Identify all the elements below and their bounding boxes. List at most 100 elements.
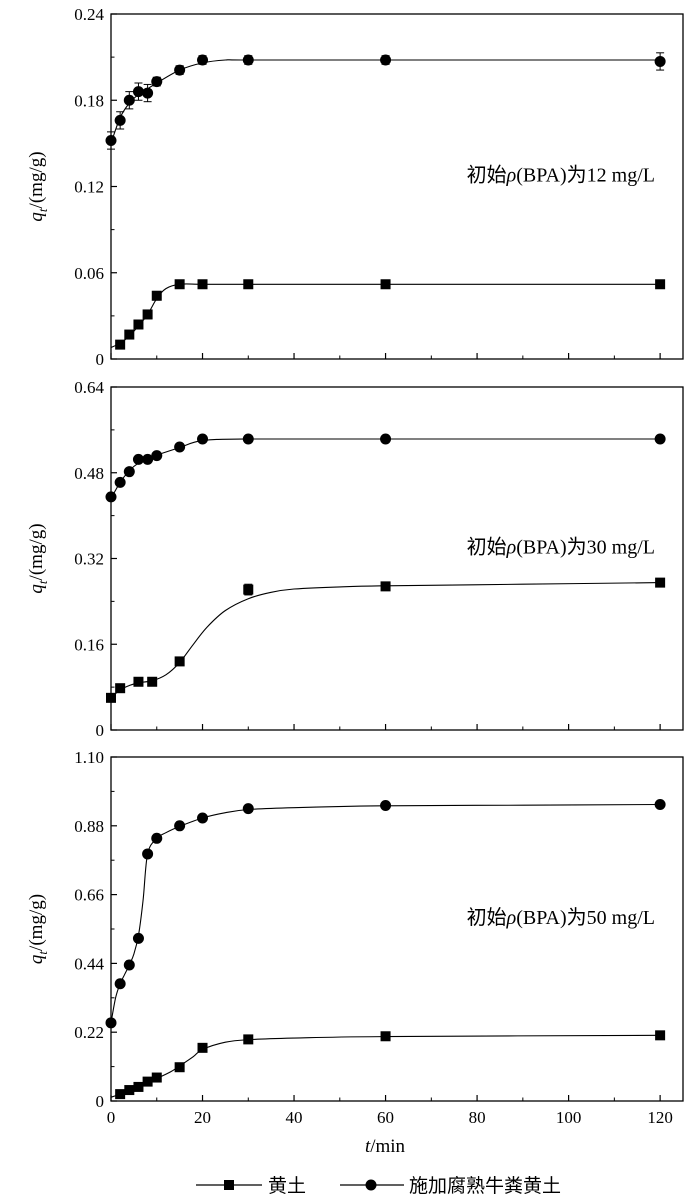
y-tick-label: 0.88	[74, 817, 104, 836]
y-tick-label: 0.18	[74, 91, 104, 110]
data-point	[142, 453, 154, 465]
y-tick-label: 0	[96, 721, 105, 740]
series-manure	[105, 799, 666, 1029]
data-point	[242, 803, 254, 815]
annotation-suffix: (BPA)为30 mg/L	[516, 535, 655, 558]
data-point	[132, 453, 144, 465]
data-point	[105, 135, 117, 146]
data-point	[105, 491, 117, 503]
data-point	[380, 54, 392, 66]
y-tick-label: 0.66	[74, 886, 104, 905]
panel-annotation: 初始ρ(BPA)为12 mg/L	[467, 163, 655, 186]
y-tick-label: 0.12	[74, 178, 104, 197]
data-point	[133, 676, 144, 687]
y-axis-label: qt/(mg/g)	[26, 151, 50, 221]
data-point	[151, 290, 162, 301]
data-point	[124, 329, 135, 340]
y-tick-label: 0.16	[74, 635, 104, 654]
panel-annotation: 初始ρ(BPA)为30 mg/L	[467, 535, 655, 558]
data-point	[197, 54, 209, 66]
data-point	[174, 656, 185, 667]
annotation-suffix: (BPA)为50 mg/L	[516, 906, 655, 929]
series-loess	[110, 279, 666, 350]
y-axis-label: qt/(mg/g)	[26, 894, 50, 964]
y-axis-label-sub: t	[35, 208, 50, 212]
y-tick-label: 0.22	[74, 1023, 104, 1042]
data-point	[380, 1031, 391, 1042]
data-point	[151, 76, 163, 88]
y-tick-label: 0.32	[74, 550, 104, 569]
data-point	[132, 932, 144, 944]
x-tick-label: 80	[469, 1108, 486, 1127]
plot-frame	[110, 13, 684, 360]
data-point	[114, 978, 126, 990]
data-point	[380, 279, 391, 290]
data-point	[242, 54, 254, 66]
data-point	[380, 581, 391, 592]
y-tick-label: 1.10	[74, 748, 104, 767]
panel-annotation: 初始ρ(BPA)为50 mg/L	[467, 906, 655, 929]
data-point	[174, 279, 185, 290]
y-axis-label-unit: /(mg/g)	[26, 894, 47, 951]
data-point	[243, 279, 254, 290]
chart-legend: 黄土 施加腐熟牛粪黄土	[196, 1175, 561, 1197]
data-point	[142, 1076, 153, 1087]
data-point	[151, 450, 163, 462]
panel-3: 0 0.22 0.44 0.66 0.88 1.10 0 20 40 60 80 100 120 qt/(…	[26, 748, 684, 1127]
y-axis-label-unit: /(mg/g)	[26, 151, 47, 208]
x-tick-label: 0	[107, 1108, 116, 1127]
data-point	[197, 812, 209, 824]
data-point	[115, 683, 126, 694]
annotation-prefix: 初始	[467, 163, 507, 186]
panel-2: 0 0.16 0.32 0.48 0.64 qt/(mg/g) 初始ρ(BPA)为30 mg…	[26, 378, 684, 740]
data-point	[115, 339, 126, 350]
data-point	[106, 692, 116, 703]
series-manure	[105, 433, 666, 503]
data-point	[151, 1072, 162, 1083]
y-tick-label: 0	[96, 350, 105, 369]
annotation-suffix: (BPA)为12 mg/L	[516, 163, 655, 186]
legend-marker-circle	[365, 1179, 377, 1191]
annotation-rho: ρ	[506, 536, 517, 558]
x-tick-label: 20	[194, 1108, 211, 1127]
legend-label-loess: 黄土	[268, 1175, 306, 1197]
y-tick-label: 0.24	[74, 5, 104, 24]
data-point	[197, 433, 209, 445]
data-point	[142, 309, 153, 320]
series-loess	[110, 1030, 666, 1100]
fit-curve	[110, 438, 661, 499]
y-axis-label-var: q	[26, 212, 47, 222]
data-point	[114, 476, 126, 488]
data-point	[132, 86, 144, 98]
fit-curve	[110, 59, 661, 144]
data-point	[197, 1042, 208, 1053]
data-point	[655, 577, 666, 588]
data-point	[197, 279, 208, 290]
data-point	[147, 676, 158, 687]
data-point	[123, 94, 135, 106]
x-tick-label: 100	[556, 1108, 582, 1127]
data-point	[655, 1030, 666, 1041]
data-point	[142, 848, 154, 860]
data-point	[654, 799, 666, 811]
x-axis-label-unit: /min	[370, 1136, 405, 1157]
y-axis-label-sub: t	[35, 951, 50, 955]
fit-curve	[110, 582, 661, 699]
annotation-rho: ρ	[506, 164, 517, 186]
y-axis-label-unit: /(mg/g)	[26, 523, 47, 580]
y-axis-label-var: q	[26, 584, 47, 594]
data-point	[654, 55, 666, 67]
data-point	[105, 1017, 117, 1029]
data-point	[174, 64, 186, 76]
annotation-rho: ρ	[506, 907, 517, 929]
data-point	[114, 114, 126, 126]
annotation-prefix: 初始	[467, 535, 507, 558]
legend-marker-square	[224, 1180, 234, 1190]
x-axis-label-var: t	[365, 1136, 371, 1157]
x-tick-label: 60	[377, 1108, 394, 1127]
data-point	[151, 832, 163, 844]
data-point	[142, 87, 154, 99]
data-point	[655, 279, 666, 290]
data-point	[174, 820, 186, 832]
